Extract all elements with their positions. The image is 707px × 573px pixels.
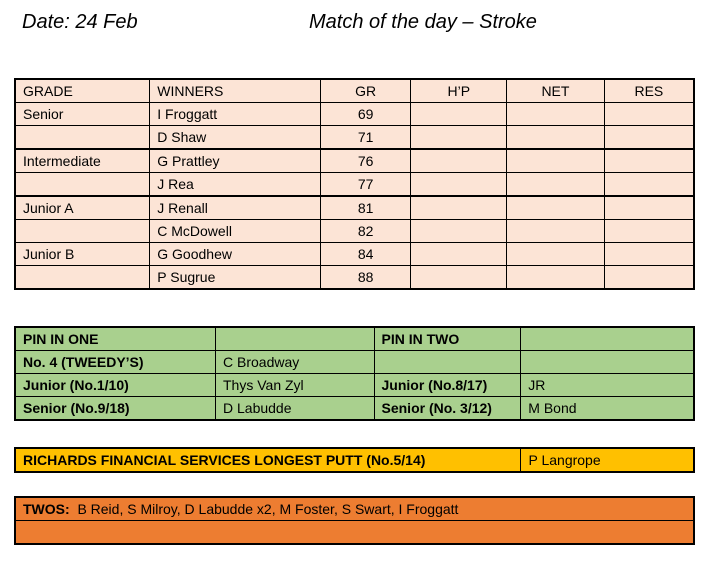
table-row: C McDowell 82: [14, 219, 695, 243]
col-grade: GRADE: [14, 78, 151, 103]
net-cell: [506, 195, 605, 220]
results-header-row: GRADE WINNERS GR H’P NET RES: [14, 78, 695, 103]
grade-cell: Intermediate: [14, 148, 151, 173]
pin-winner-right: [520, 350, 695, 374]
table-row: Junior (No.1/10) Thys Van Zyl Junior (No…: [14, 373, 695, 397]
table-row: D Shaw 71: [14, 125, 695, 150]
grade-cell: [14, 172, 151, 197]
winner-cell: I Froggatt: [149, 102, 321, 126]
winner-cell: C McDowell: [149, 219, 321, 243]
table-row: J Rea 77: [14, 172, 695, 197]
col-res: RES: [603, 78, 695, 103]
table-row: TWOS: B Reid, S Milroy, D Labudde x2, M …: [14, 496, 695, 521]
pin-winner-left: C Broadway: [215, 350, 375, 374]
table-row: P Sugrue 88: [14, 265, 695, 290]
table-row: Senior I Froggatt 69: [14, 102, 695, 126]
winner-cell: D Shaw: [149, 125, 321, 150]
pins-header-row: PIN IN ONE PIN IN TWO: [14, 326, 695, 351]
longest-putt-label: RICHARDS FINANCIAL SERVICES LONGEST PUTT…: [14, 447, 522, 473]
res-cell: [603, 102, 695, 126]
twos-label: TWOS:: [23, 501, 70, 517]
table-row: Junior B G Goodhew 84: [14, 242, 695, 266]
handicap-cell: [410, 242, 508, 266]
res-cell: [603, 265, 695, 290]
net-cell: [506, 219, 605, 243]
winner-cell: G Prattley: [149, 148, 321, 173]
grade-cell: Senior: [14, 102, 151, 126]
pin-in-one-heading: PIN IN ONE: [14, 326, 216, 351]
col-winners: WINNERS: [149, 78, 321, 103]
net-cell: [506, 102, 605, 126]
gross-cell: 82: [319, 219, 412, 243]
res-cell: [603, 242, 695, 266]
pin-label-left: Senior (No.9/18): [14, 396, 216, 421]
handicap-cell: [410, 172, 508, 197]
handicap-cell: [410, 195, 508, 220]
empty-cell: [215, 326, 375, 351]
pin-winner-right: M Bond: [520, 396, 695, 421]
net-cell: [506, 265, 605, 290]
col-gr: GR: [319, 78, 412, 103]
handicap-cell: [410, 219, 508, 243]
gross-cell: 69: [319, 102, 412, 126]
pin-winner-right: JR: [520, 373, 695, 397]
winner-cell: J Rea: [149, 172, 321, 197]
results-table: GRADE WINNERS GR H’P NET RES Senior I Fr…: [14, 78, 695, 290]
res-cell: [603, 172, 695, 197]
pin-label-left: No. 4 (TWEEDY’S): [14, 350, 216, 374]
gross-cell: 84: [319, 242, 412, 266]
table-row: RICHARDS FINANCIAL SERVICES LONGEST PUTT…: [14, 447, 695, 473]
gross-cell: 81: [319, 195, 412, 220]
twos-names: B Reid, S Milroy, D Labudde x2, M Foster…: [77, 501, 459, 517]
pin-label-left: Junior (No.1/10): [14, 373, 216, 397]
res-cell: [603, 195, 695, 220]
winner-cell: P Sugrue: [149, 265, 321, 290]
handicap-cell: [410, 265, 508, 290]
col-handicap: H’P: [410, 78, 508, 103]
longest-putt-winner: P Langrope: [520, 447, 695, 473]
handicap-cell: [410, 125, 508, 150]
res-cell: [603, 219, 695, 243]
gross-cell: 71: [319, 125, 412, 150]
table-row: Senior (No.9/18) D Labudde Senior (No. 3…: [14, 396, 695, 421]
net-cell: [506, 148, 605, 173]
pin-in-two-heading: PIN IN TWO: [373, 326, 522, 351]
winner-cell: J Renall: [149, 195, 321, 220]
match-title: Match of the day – Stroke: [309, 11, 537, 33]
table-row: No. 4 (TWEEDY’S) C Broadway: [14, 350, 695, 374]
pin-winner-left: Thys Van Zyl: [215, 373, 375, 397]
grade-cell: [14, 219, 151, 243]
date-heading: Date: 24 Feb: [22, 11, 138, 33]
res-cell: [603, 125, 695, 150]
winner-cell: G Goodhew: [149, 242, 321, 266]
table-row: Junior A J Renall 81: [14, 195, 695, 220]
handicap-cell: [410, 148, 508, 173]
res-cell: [603, 148, 695, 173]
net-cell: [506, 172, 605, 197]
gross-cell: 76: [319, 148, 412, 173]
empty-cell: [520, 326, 695, 351]
pins-table: PIN IN ONE PIN IN TWO No. 4 (TWEEDY’S) C…: [14, 326, 695, 421]
pin-winner-left: D Labudde: [215, 396, 375, 421]
twos-cell: TWOS: B Reid, S Milroy, D Labudde x2, M …: [14, 496, 695, 521]
gross-cell: 88: [319, 265, 412, 290]
pin-label-right: [373, 350, 522, 374]
grade-cell: Junior B: [14, 242, 151, 266]
grade-cell: [14, 265, 151, 290]
col-net: NET: [506, 78, 605, 103]
pin-label-right: Junior (No.8/17): [373, 373, 522, 397]
table-row: [14, 520, 695, 545]
net-cell: [506, 242, 605, 266]
net-cell: [506, 125, 605, 150]
longest-putt-table: RICHARDS FINANCIAL SERVICES LONGEST PUTT…: [14, 447, 695, 473]
handicap-cell: [410, 102, 508, 126]
pin-label-right: Senior (No. 3/12): [373, 396, 522, 421]
grade-cell: Junior A: [14, 195, 151, 220]
gross-cell: 77: [319, 172, 412, 197]
twos-table: TWOS: B Reid, S Milroy, D Labudde x2, M …: [14, 496, 695, 545]
grade-cell: [14, 125, 151, 150]
table-row: Intermediate G Prattley 76: [14, 148, 695, 173]
empty-cell: [14, 520, 695, 545]
